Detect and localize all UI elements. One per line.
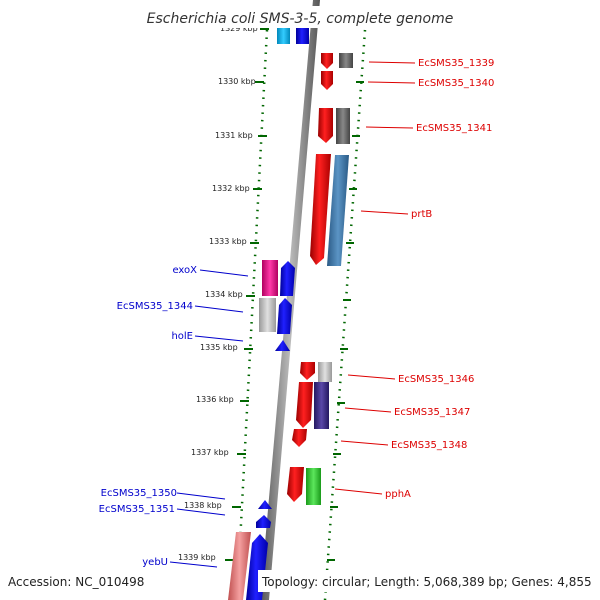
- gene-arrow: [277, 27, 290, 44]
- gene-label[interactable]: prtB: [411, 209, 432, 220]
- kbp-label: 1335 kbp: [200, 343, 238, 352]
- gene-label[interactable]: holE: [171, 331, 193, 342]
- gene-arrow: [306, 468, 321, 505]
- gene-arrow-prtb: [310, 154, 331, 265]
- gene-arrow: [336, 108, 350, 144]
- gene-arrow-yebu: [228, 532, 251, 600]
- kbp-label: 1339 kbp: [178, 553, 216, 562]
- kbp-label: 1338 kbp: [184, 501, 222, 510]
- kbp-label: 1334 kbp: [205, 290, 243, 299]
- gene-label[interactable]: EcSMS35_1340: [418, 78, 494, 89]
- gene-label[interactable]: EcSMS35_1341: [416, 123, 492, 134]
- kbp-labels: 1329 kbp 1330 kbp 1331 kbp 1332 kbp 1333…: [178, 24, 258, 562]
- gene-label[interactable]: exoX: [172, 265, 197, 276]
- gene-arrow-ecsms35-1346: [300, 362, 315, 380]
- kbp-label: 1330 kbp: [218, 77, 256, 86]
- gene-arrow-hole: [275, 340, 290, 351]
- gene-arrow-ecsms35-1348: [292, 429, 307, 447]
- kbp-label: 1336 kbp: [196, 395, 234, 404]
- inner-ruler-guide: [235, 29, 269, 600]
- gene-arrows-left: [228, 27, 309, 600]
- outer-ruler-guide: [323, 29, 367, 600]
- kbp-label: 1337 kbp: [191, 448, 229, 457]
- gene-label[interactable]: EcSMS35_1350: [101, 488, 177, 499]
- gene-label[interactable]: EcSMS35_1346: [398, 374, 474, 385]
- gene-arrow: [318, 362, 332, 382]
- gene-label[interactable]: EcSMS35_1348: [391, 440, 467, 451]
- gene-arrows-right: [287, 53, 353, 505]
- kbp-label: 1333 kbp: [209, 237, 247, 246]
- gene-label[interactable]: yebU: [142, 557, 168, 568]
- gene-arrow-ecsms35-1344: [259, 298, 276, 332]
- inner-tick-marks: [225, 28, 269, 561]
- gene-arrow-exox: [262, 260, 278, 296]
- kbp-label: 1331 kbp: [215, 131, 253, 140]
- gene-arrow: [327, 155, 349, 266]
- genome-axis: [260, 0, 320, 600]
- gene-arrow: [277, 298, 292, 334]
- gene-arrow-ecsms35-1347: [296, 382, 313, 428]
- gene-arrow-ecsms35-1340: [321, 71, 333, 90]
- gene-label[interactable]: EcSMS35_1347: [394, 407, 470, 418]
- kbp-label: 1332 kbp: [212, 184, 250, 193]
- page-title: Escherichia coli SMS-3-5, complete genom…: [147, 11, 454, 27]
- gene-label[interactable]: EcSMS35_1351: [99, 504, 175, 515]
- outer-tick-marks: [327, 81, 364, 561]
- gene-label[interactable]: EcSMS35_1344: [117, 301, 193, 312]
- gene-arrow: [296, 27, 309, 44]
- genome-summary-text: Topology: circular; Length: 5,068,389 bp…: [261, 575, 592, 589]
- accession-backdrop: [4, 570, 164, 592]
- gene-arrow-ppha: [287, 467, 304, 502]
- gene-arrow-ecsms35-1351: [256, 515, 271, 528]
- gene-arrow-ecsms35-1350: [258, 500, 272, 509]
- gene-arrow: [314, 382, 329, 429]
- summary-backdrop: [258, 570, 596, 592]
- gene-arrow: [339, 53, 353, 68]
- kbp-label: 1329 kbp: [220, 24, 258, 33]
- title-backdrop: [140, 6, 460, 28]
- gene-arrow-ecsms35-1341: [318, 108, 333, 143]
- label-leaders-right: [334, 61, 416, 495]
- accession-text: Accession: NC_010498: [8, 575, 144, 589]
- gene-labels-right: EcSMS35_1339 EcSMS35_1340 EcSMS35_1341 p…: [385, 58, 494, 500]
- gene-arrow: [280, 261, 295, 296]
- gene-labels-left: exoX EcSMS35_1344 holE EcSMS35_1350 EcSM…: [99, 265, 197, 568]
- label-leaders-left: [169, 269, 249, 568]
- gene-arrow-ecsms35-1339: [321, 53, 333, 69]
- gene-label[interactable]: pphA: [385, 489, 411, 500]
- gene-label[interactable]: EcSMS35_1339: [418, 58, 494, 69]
